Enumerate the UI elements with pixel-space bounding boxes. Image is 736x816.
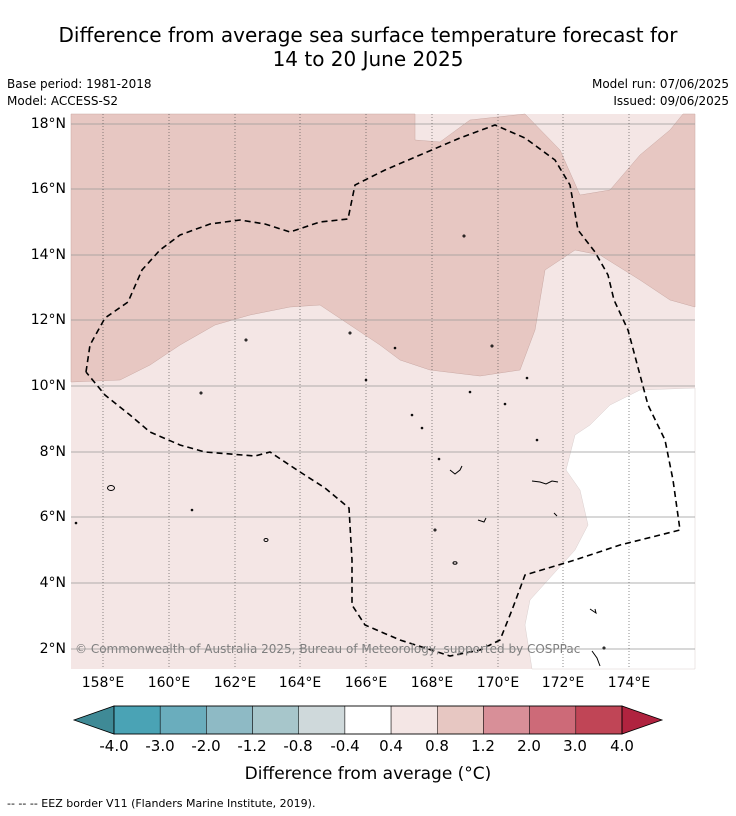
colorbar-tick-label: 3.0: [563, 737, 587, 755]
anomaly-band-near-normal: [524, 387, 696, 670]
colorbar-tick-label: -1.2: [237, 737, 267, 755]
colorbar-swatch: [575, 705, 623, 735]
colorbar-tick-label: 0.8: [425, 737, 449, 755]
eez-border: [85, 124, 681, 657]
colorbar-swatch: [437, 705, 484, 735]
colorbar-tick-label: -2.0: [191, 737, 221, 755]
colorbar-swatch: [298, 705, 346, 735]
lat-label: 2°N: [39, 641, 66, 657]
latitude-gridlines: [71, 123, 695, 650]
chart-title-line-2: 14 to 20 June 2025: [272, 47, 464, 71]
lon-label: 158°E: [81, 675, 125, 691]
colorbar-swatch: [529, 705, 577, 735]
colorbar-swatch: [344, 705, 392, 735]
lat-label: 10°N: [30, 378, 66, 394]
lon-label: 162°E: [213, 675, 257, 691]
colorbar-arrow-high: [621, 705, 664, 735]
colorbar-tick-label: 1.2: [471, 737, 495, 755]
colorbar-swatch: [159, 705, 207, 735]
copyright-notice: © Commonwealth of Australia 2025, Bureau…: [75, 642, 581, 656]
lon-label: 174°E: [607, 675, 651, 691]
lon-label: 170°E: [476, 675, 520, 691]
eez-border-footnote: -- -- -- EEZ border V11 (Flanders Marine…: [7, 797, 316, 810]
colorbar-tick-label: 4.0: [610, 737, 634, 755]
colorbar-label: Difference from average (°C): [244, 764, 492, 784]
lon-label: 166°E: [344, 675, 388, 691]
colorbar-swatch: [113, 705, 161, 735]
colorbar-tick-label: 0.4: [379, 737, 403, 755]
islands: [74, 234, 606, 667]
lat-label: 14°N: [30, 247, 66, 263]
lat-label: 8°N: [39, 444, 66, 460]
colorbar-swatch: [206, 705, 253, 735]
base-period: Base period: 1981-2018: [7, 77, 152, 91]
anomaly-band-0.8-1.2: [70, 113, 696, 383]
colorbar-swatch: [252, 705, 299, 735]
lat-label: 16°N: [30, 181, 66, 197]
colorbar-outline: [113, 705, 623, 735]
colorbar-tick-label: 2.0: [517, 737, 541, 755]
colorbar-swatch: [483, 705, 530, 735]
colorbar-tick-label: -3.0: [145, 737, 175, 755]
model-name: Model: ACCESS-S2: [7, 94, 119, 108]
issued-date: Issued: 09/06/2025: [613, 94, 729, 108]
colorbar-tick-label: -0.8: [283, 737, 313, 755]
lat-label: 18°N: [30, 116, 66, 132]
colorbar-swatches: [72, 705, 664, 735]
lon-label: 172°E: [541, 675, 585, 691]
colorbar-tick-label: -4.0: [99, 737, 129, 755]
lat-label: 4°N: [39, 575, 66, 591]
lon-label: 168°E: [410, 675, 454, 691]
colorbar-arrow-low: [72, 705, 115, 735]
longitude-gridlines: [102, 114, 630, 669]
lat-label: 12°N: [30, 312, 66, 328]
chart-title-line-1: Difference from average sea surface temp…: [58, 23, 678, 47]
colorbar-swatch: [390, 705, 438, 735]
colorbar-tick-label: -0.4: [330, 737, 360, 755]
model-run-date: Model run: 07/06/2025: [591, 77, 729, 91]
lon-label: 160°E: [147, 675, 191, 691]
lon-label: 164°E: [278, 675, 322, 691]
lat-label: 6°N: [39, 509, 66, 525]
